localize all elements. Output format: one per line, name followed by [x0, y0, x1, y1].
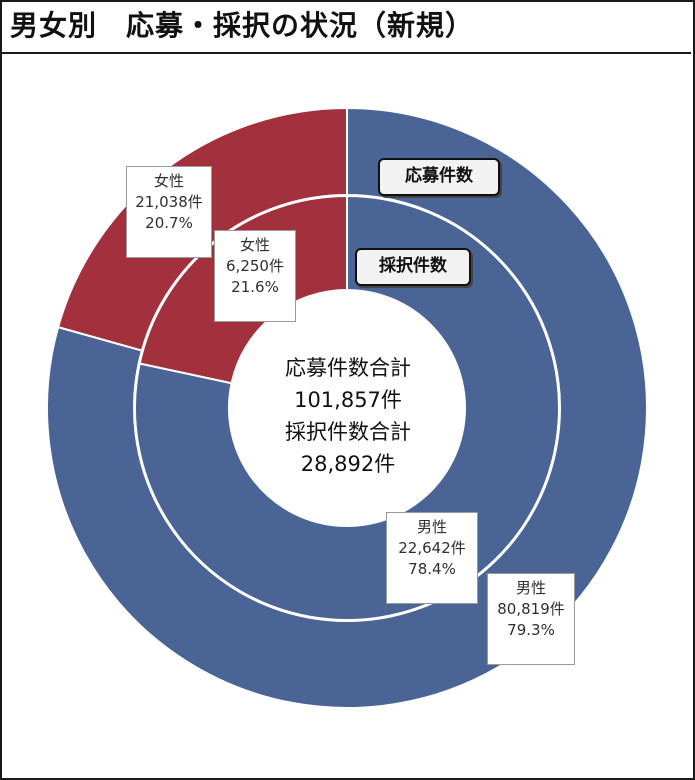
label-pct: 79.3%	[507, 621, 555, 639]
title-divider	[0, 52, 691, 54]
label-pct: 20.7%	[145, 214, 193, 232]
center-application-label: 応募件数合計	[285, 356, 411, 380]
outer-ring-legend: 応募件数	[378, 158, 500, 196]
label-count: 80,819件	[497, 600, 565, 618]
center-summary: 応募件数合計 101,857件 採択件数合計 28,892件	[233, 352, 463, 480]
label-pct: 78.4%	[408, 560, 456, 578]
data-label-inner-male: 男性 22,642件 78.4%	[386, 512, 478, 604]
label-count: 22,642件	[398, 539, 466, 557]
center-adoption-label: 採択件数合計	[285, 420, 411, 444]
page-title: 男女別 応募・採択の状況（新規）	[10, 9, 475, 42]
label-name: 男性	[515, 579, 546, 597]
center-adoption-total: 28,892件	[300, 452, 396, 476]
label-count: 21,038件	[135, 193, 203, 211]
label-name: 女性	[153, 172, 184, 190]
label-count: 6,250件	[226, 257, 284, 275]
label-name: 男性	[416, 518, 447, 536]
label-pct: 21.6%	[231, 278, 279, 296]
inner-ring-legend: 採択件数	[355, 248, 471, 286]
data-label-outer-female: 女性 21,038件 20.7%	[126, 166, 212, 258]
data-label-outer-male: 男性 80,819件 79.3%	[487, 573, 575, 665]
label-name: 女性	[239, 236, 270, 254]
center-hole	[231, 292, 463, 524]
data-label-inner-female: 女性 6,250件 21.6%	[214, 230, 296, 322]
center-application-total: 101,857件	[294, 388, 402, 412]
